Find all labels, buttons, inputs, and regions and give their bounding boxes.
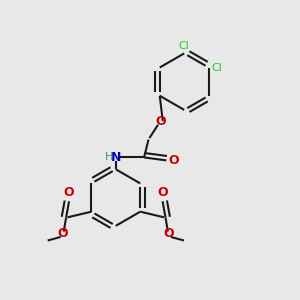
Text: O: O	[155, 115, 166, 128]
Text: O: O	[168, 154, 179, 167]
Text: O: O	[157, 186, 168, 199]
Text: H: H	[105, 152, 113, 162]
Text: O: O	[58, 227, 68, 241]
Text: Cl: Cl	[179, 41, 190, 51]
Text: N: N	[111, 151, 121, 164]
Text: O: O	[163, 227, 174, 241]
Text: Cl: Cl	[211, 62, 222, 73]
Text: O: O	[64, 186, 74, 199]
